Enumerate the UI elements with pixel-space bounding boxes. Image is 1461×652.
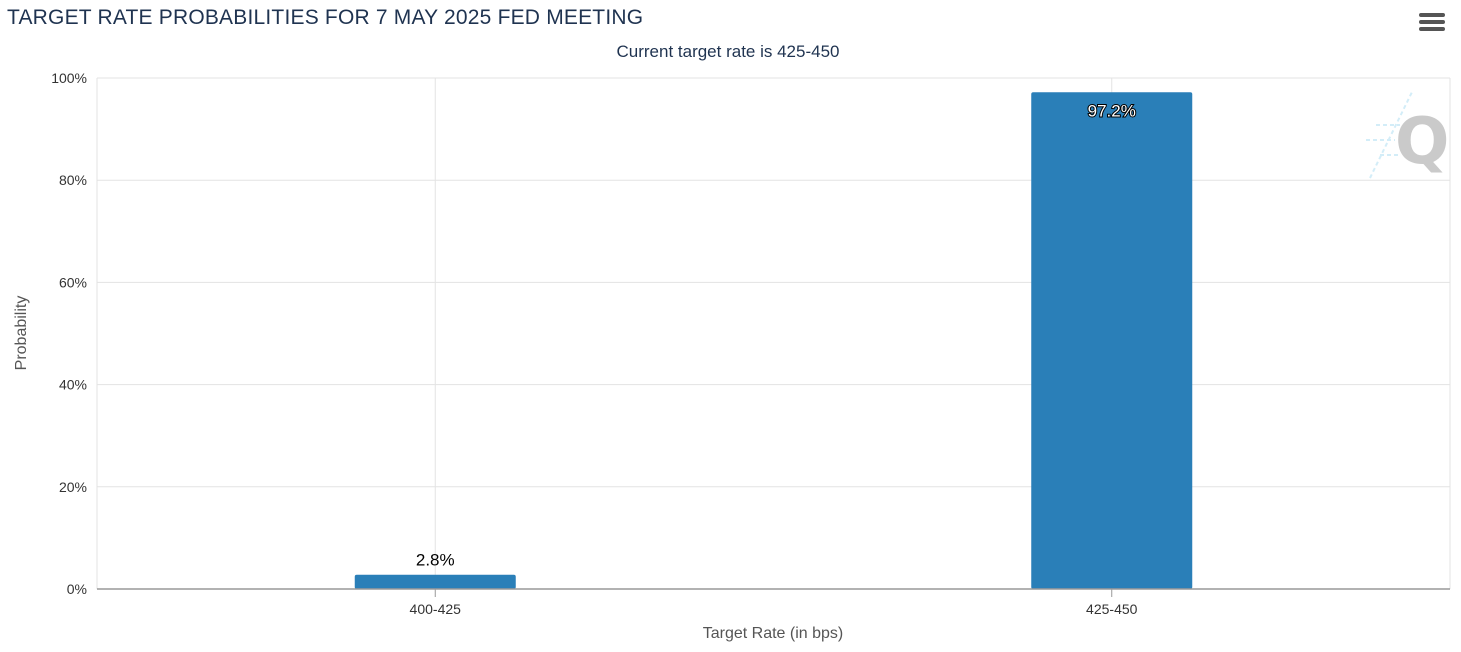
- watermark-logo-icon: Q: [1366, 91, 1449, 179]
- y-tick-label: 60%: [59, 274, 87, 290]
- y-axis-title: Probability: [13, 295, 30, 371]
- y-tick-label: 0%: [67, 581, 87, 597]
- y-tick-label: 100%: [51, 70, 87, 86]
- hamburger-menu-icon[interactable]: [1419, 13, 1445, 35]
- x-axis-title: Target Rate (in bps): [702, 625, 844, 642]
- svg-text:Q: Q: [1395, 105, 1449, 179]
- x-tick-label: 400-425: [410, 601, 462, 617]
- y-tick-label: 20%: [59, 479, 87, 495]
- bar-series: 2.8% 97.2%: [354, 92, 1193, 590]
- grid-lines: [96, 77, 1451, 589]
- chart-title: TARGET RATE PROBABILITIES FOR 7 MAY 2025…: [7, 6, 644, 29]
- y-axis-ticks: 0% 20% 40% 60% 80% 100%: [51, 70, 87, 597]
- bar[interactable]: [1031, 92, 1193, 590]
- x-axis-ticks: 400-425 425-450: [410, 589, 1138, 617]
- data-label: 2.8%: [416, 551, 455, 570]
- chart-subtitle: Current target rate is 425-450: [616, 42, 840, 61]
- data-label: 97.2%: [1088, 101, 1136, 120]
- bar[interactable]: [354, 574, 516, 589]
- y-tick-label: 80%: [59, 172, 87, 188]
- x-tick-label: 425-450: [1086, 601, 1138, 617]
- y-tick-label: 40%: [59, 377, 87, 393]
